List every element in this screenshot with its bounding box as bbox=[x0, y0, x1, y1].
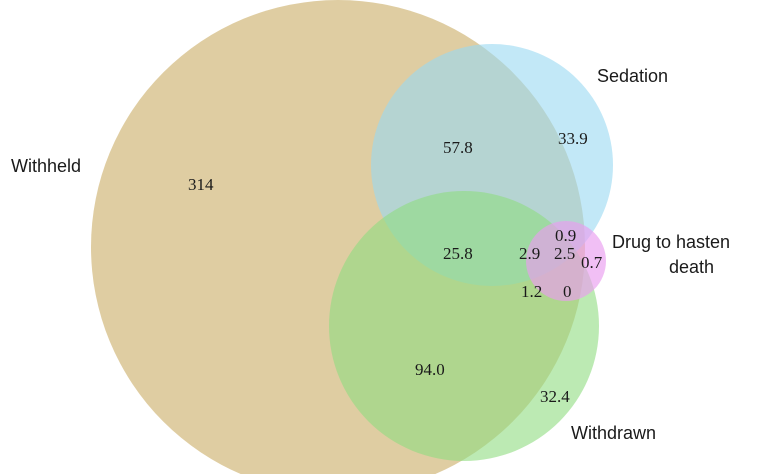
region-withdrawn-drug: 0 bbox=[563, 282, 572, 301]
region-sedation-withdrawn: 2.9 bbox=[519, 244, 540, 263]
drug-to-hasten-death-label-line1: Drug to hasten bbox=[612, 232, 730, 252]
region-withheld-sedation: 57.8 bbox=[443, 138, 473, 157]
region-sedation-only: 33.9 bbox=[558, 129, 588, 148]
region-sedation-drug: 0.9 bbox=[555, 226, 576, 245]
withheld-label: Withheld bbox=[11, 156, 81, 176]
drug-to-hasten-death-circle bbox=[526, 221, 606, 301]
region-withdrawn-only: 32.4 bbox=[540, 387, 570, 406]
withdrawn-label: Withdrawn bbox=[571, 423, 656, 443]
region-sedation-withdrawn-drug: 2.5 bbox=[554, 244, 575, 263]
drug-to-hasten-death-label-line2: death bbox=[669, 257, 714, 277]
region-withheld-sedation-withdrawn: 25.8 bbox=[443, 244, 473, 263]
region-withheld-only: 314 bbox=[188, 175, 214, 194]
region-withheld-withdrawn-drug: 1.2 bbox=[521, 282, 542, 301]
region-drug-only: 0.7 bbox=[581, 253, 603, 272]
sedation-label: Sedation bbox=[597, 66, 668, 86]
region-withheld-withdrawn: 94.0 bbox=[415, 360, 445, 379]
